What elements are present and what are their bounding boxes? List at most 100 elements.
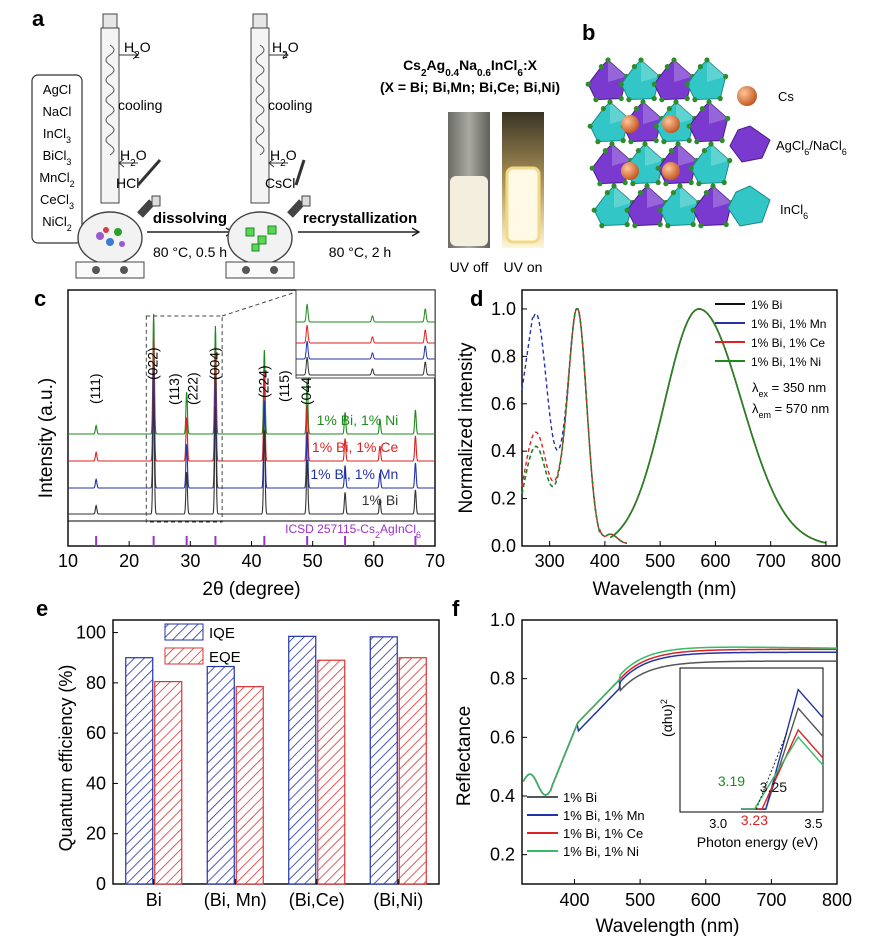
- y-tick-label: 0.2: [491, 489, 516, 509]
- miller-index-label: (222): [184, 372, 200, 405]
- inset-trace: [296, 340, 435, 360]
- excitation-curve: [521, 308, 628, 544]
- formula-line1: Cs2Ag0.4Na0.6InCl6:X: [403, 57, 538, 79]
- cooling-label: cooling: [118, 97, 162, 113]
- y-tick-label: 0.8: [490, 669, 515, 689]
- y-tick-label: 60: [86, 723, 106, 743]
- band-gap-label: 3.25: [760, 779, 787, 795]
- y-tick-label: 0.0: [491, 536, 516, 556]
- x-tick-label: 500: [645, 551, 675, 571]
- tauc-curve: [741, 735, 824, 810]
- cs-atom: [621, 162, 639, 180]
- x-tick-label: 800: [822, 890, 852, 910]
- step-recrystallization: recrystallization 80 °C, 2 h: [298, 210, 421, 260]
- vial-uv-on: UV on: [502, 112, 544, 275]
- series-label: 1% Bi, 1% Ce: [312, 439, 399, 455]
- reflectance-curve: [522, 646, 838, 796]
- y-tick-label: 0.4: [491, 441, 516, 461]
- y-tick-label: 0.4: [490, 786, 515, 806]
- reagent-list: AgCl NaCl InCl3 BiCl3 MnCl2 CeCl3 NiCl2: [39, 82, 74, 233]
- inset-trace: [296, 324, 435, 344]
- octahedron: [688, 141, 733, 187]
- condenser-coil: [255, 44, 265, 156]
- legend-entry: 1% Bi, 1% Ni: [751, 355, 821, 369]
- water-in-arrow-icon: [268, 158, 288, 168]
- cs-atom-icon: [737, 86, 757, 106]
- cooling-label-2: cooling: [268, 97, 312, 113]
- bar-eqe: [398, 657, 427, 885]
- y-tick-label: 0.6: [491, 394, 516, 414]
- bar-eqe: [235, 686, 264, 885]
- uv-on-label: UV on: [504, 259, 543, 275]
- powder-glowing: [505, 166, 541, 244]
- x-tick-label: 600: [691, 890, 721, 910]
- formula-line2: (X = Bi; Bi,Mn; Bi,Ce; Bi,Ni): [380, 79, 560, 95]
- y-tick-label: 1.0: [490, 610, 515, 630]
- inset-x-tick: 3.5: [804, 816, 822, 831]
- inset-x-label: Photon energy (eV): [697, 834, 818, 850]
- excitation-curve: [521, 308, 628, 544]
- step-dissolving: dissolving 80 °C, 0.5 h: [147, 210, 235, 260]
- uv-off-label: UV off: [450, 259, 489, 275]
- x-tick-label: 400: [590, 551, 620, 571]
- band-gap-label: 3.19: [718, 773, 745, 789]
- excitation-curve: [521, 308, 628, 544]
- dropper-icon: [136, 159, 162, 186]
- legend-entry: 1% Bi: [751, 298, 782, 312]
- water-label-bottom-2: H2O: [270, 147, 297, 169]
- xrd-trace: [68, 362, 435, 489]
- legend-entry: 1% Bi: [563, 790, 597, 805]
- bar-iqe: [206, 665, 235, 885]
- vial-uv-off: UV off: [448, 112, 490, 275]
- y-tick-label: 80: [86, 673, 106, 693]
- x-tick-label: 50: [303, 551, 323, 571]
- x-tick-label: 40: [241, 551, 261, 571]
- miller-index-label: (111): [87, 373, 103, 404]
- reagent-label: InCl3: [43, 126, 71, 145]
- inset-y-label: (αhυ)2: [659, 699, 675, 737]
- series-label: 1% Bi, 1% Ni: [317, 412, 399, 428]
- panel-b: b Cs AgCl6/NaCl6 InCl6: [582, 20, 847, 229]
- arrow-right-icon: [411, 227, 421, 237]
- structure-legend: Cs AgCl6/NaCl6 InCl6: [727, 86, 847, 227]
- legend-agna: AgCl6/NaCl6: [776, 138, 847, 157]
- y-axis-label: Quantum efficiency (%): [56, 665, 76, 852]
- octahedron: [655, 141, 700, 187]
- category-label: (Bi, Mn): [204, 890, 267, 910]
- plot-frame: [521, 619, 838, 885]
- y-tick-label: 40: [86, 773, 106, 793]
- hot-plate-icon: [225, 261, 295, 279]
- xrd-inset: [295, 289, 436, 379]
- plot-frame: [112, 619, 440, 885]
- x-tick-label: 400: [559, 890, 589, 910]
- flask-sidearm: [287, 199, 305, 218]
- octahedron: [624, 183, 669, 229]
- octahedron: [589, 141, 634, 187]
- miller-index-label: (113): [166, 373, 182, 405]
- miller-index-label: (115): [276, 370, 292, 402]
- panel-f-letter: f: [452, 596, 460, 621]
- emission-curve: [610, 308, 827, 544]
- cs-atom: [662, 162, 680, 180]
- x-tick-label: 60: [364, 551, 384, 571]
- y-tick-label: 0.2: [490, 845, 515, 865]
- xrd-trace: [68, 313, 435, 435]
- cs-atom: [621, 115, 639, 133]
- miller-index-label: (224): [255, 365, 271, 398]
- cscl-label: CsCl: [265, 175, 295, 191]
- wavelength-annotation: λem = 570 nm: [752, 401, 829, 420]
- reagent-label: AgCl: [43, 82, 71, 97]
- stopper-icon: [102, 13, 118, 29]
- water-out-arrow-icon: [269, 50, 289, 60]
- agna-octahedron-icon: [729, 125, 771, 163]
- x-tick-label: 300: [535, 551, 565, 571]
- x-tick-label: 70: [425, 551, 445, 571]
- x-tick-label: 20: [119, 551, 139, 571]
- wavelength-annotation: λex = 350 nm: [752, 380, 826, 399]
- reagent-label: NiCl2: [42, 214, 72, 233]
- panel-a: a AgCl NaCl InCl3 BiCl3 MnCl2 CeCl3 NiCl2 H2O …: [31, 6, 560, 279]
- tauc-extrapolation: [755, 732, 788, 810]
- xrd-trace: [68, 335, 435, 462]
- octahedron: [618, 57, 663, 103]
- series-label: 1% Bi, 1% Mn: [310, 466, 398, 482]
